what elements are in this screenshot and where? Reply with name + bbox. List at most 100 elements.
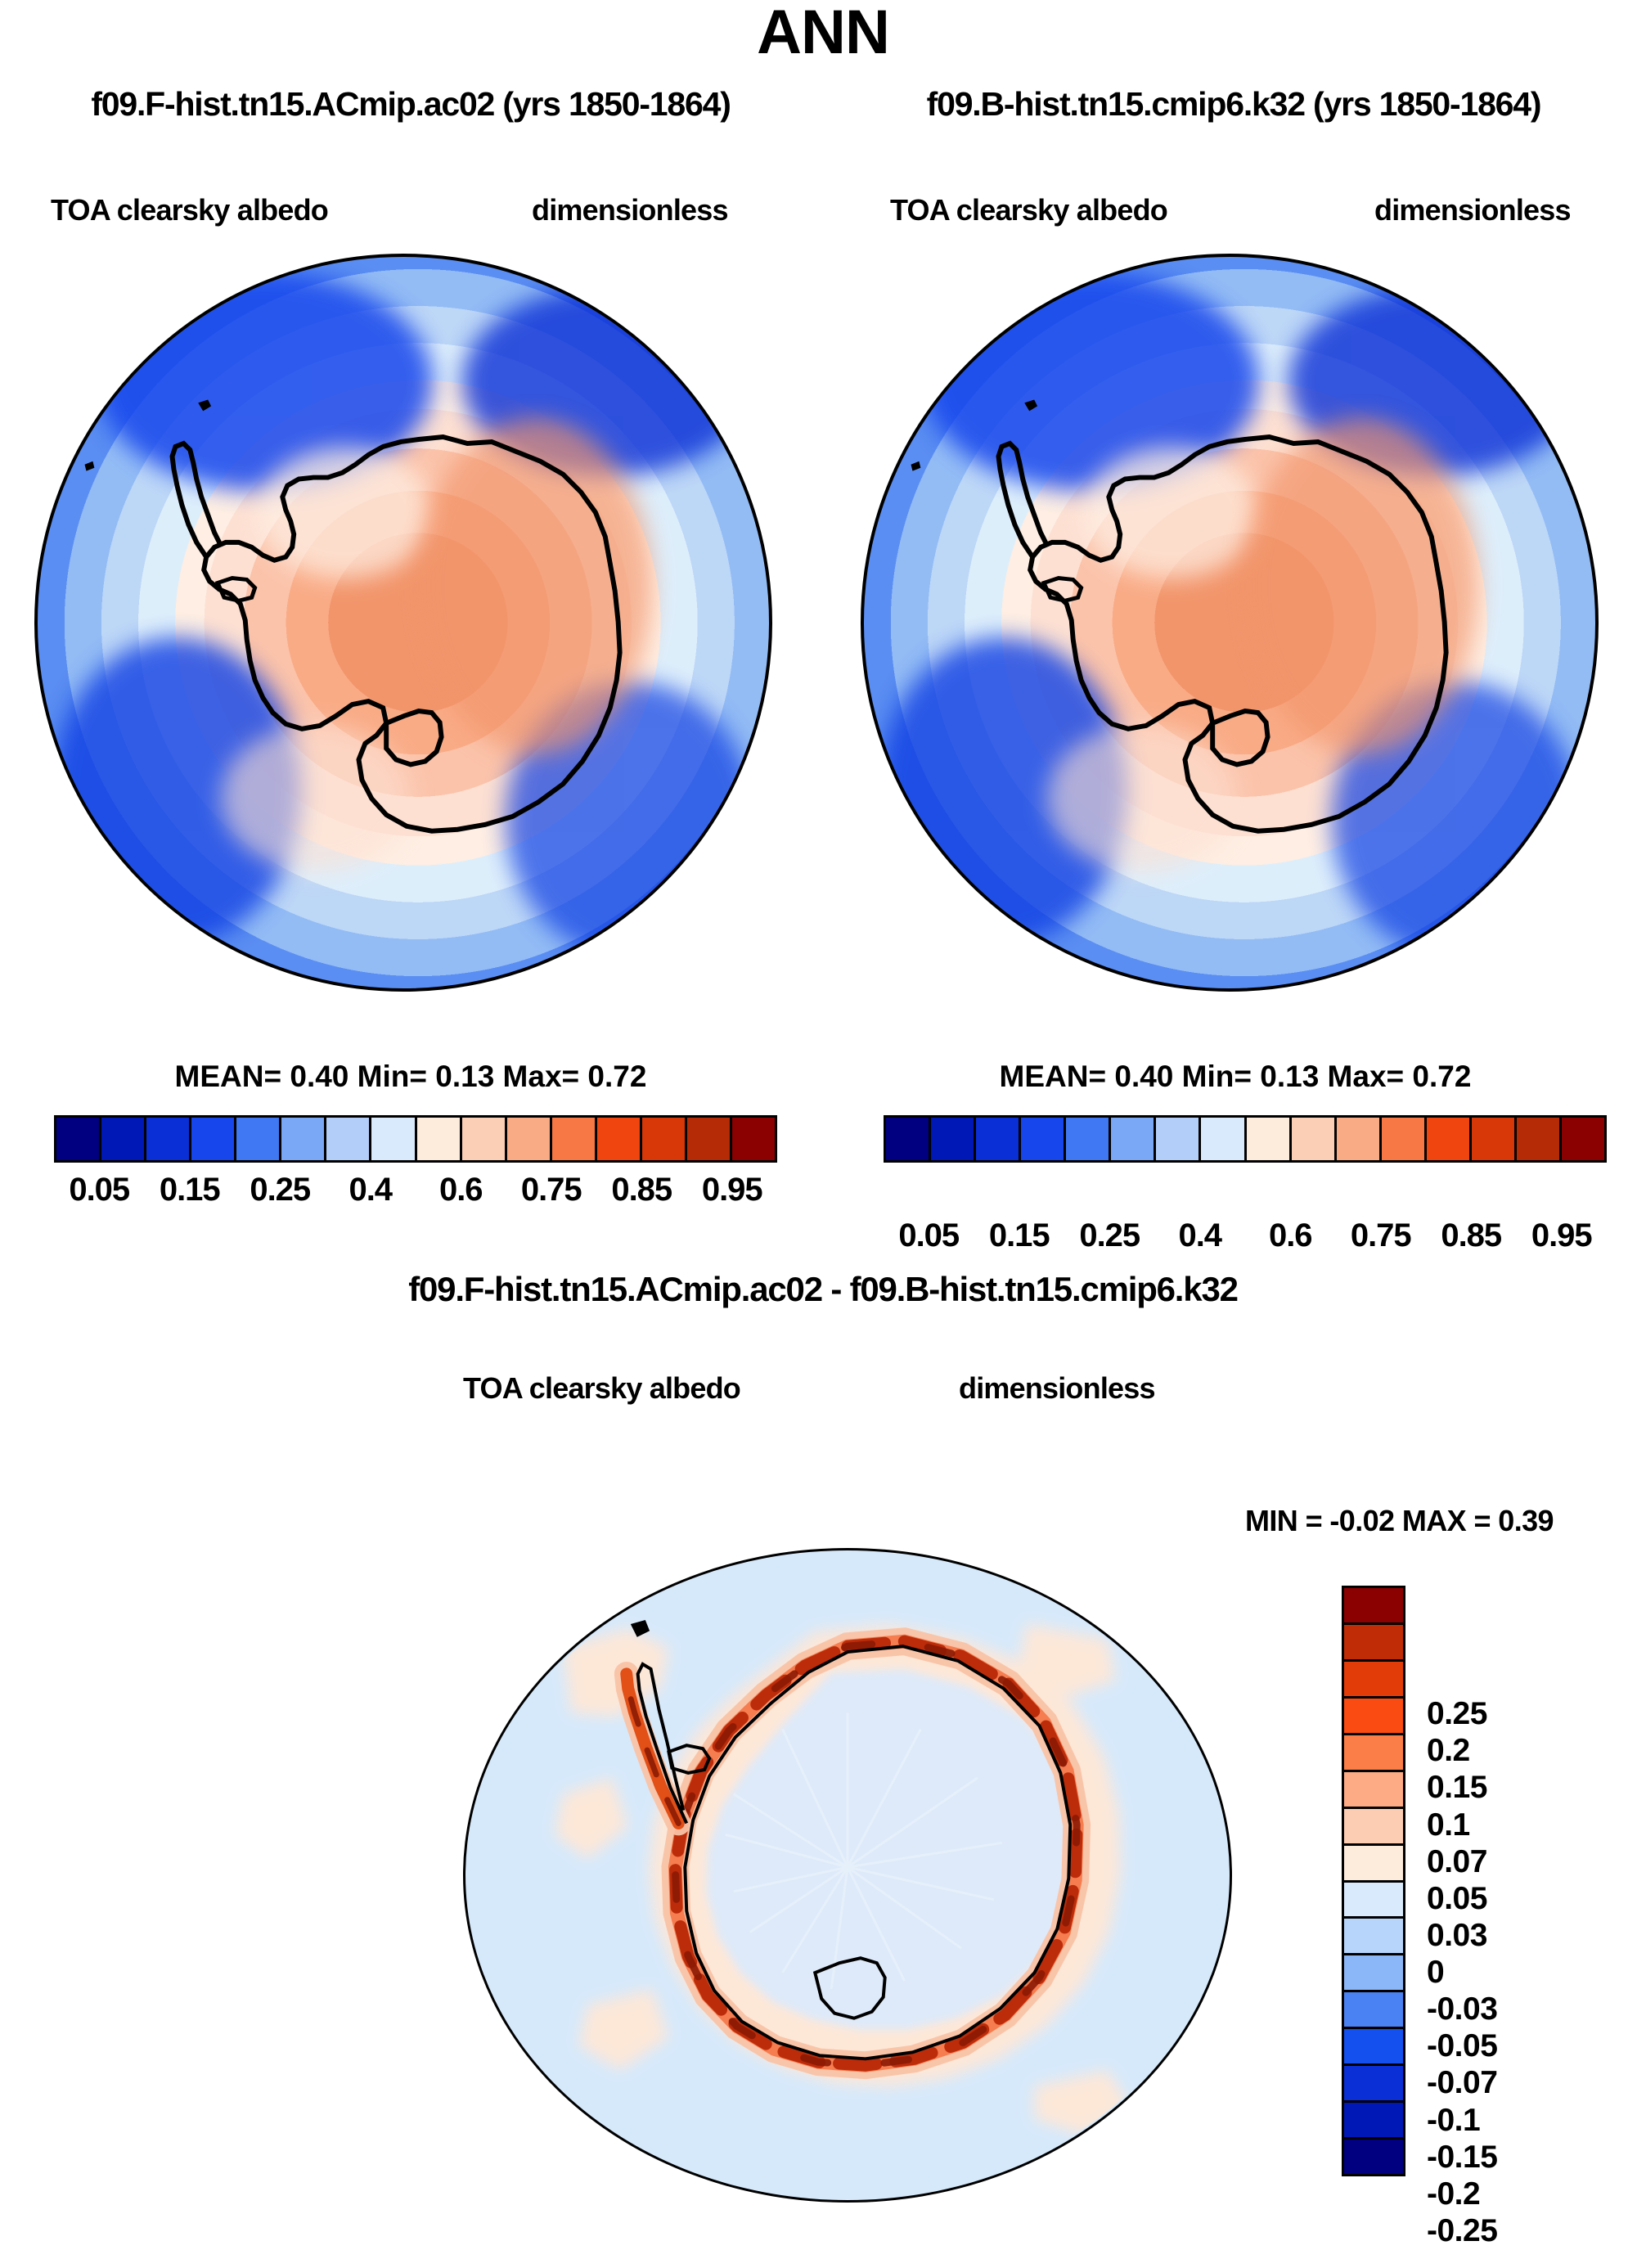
difference-colorbar-cell — [1344, 1624, 1403, 1662]
colorbar-tick-label: 0.4 — [349, 1172, 393, 1208]
difference-colorbar-cell — [1344, 1698, 1403, 1735]
difference-colorbar-tick-label: 0.25 — [1427, 1696, 1487, 1732]
colorbar-tick-label: 0.6 — [438, 1172, 483, 1208]
colorbar-cell — [416, 1118, 462, 1160]
colorbar-cell — [931, 1118, 977, 1160]
colorbar-tick-label: 0.6 — [1268, 1217, 1313, 1253]
panel-right-units-label: dimensionless — [1374, 193, 1571, 227]
difference-colorbar — [1342, 1586, 1405, 2176]
colorbar-cell — [551, 1118, 597, 1160]
coastline-overlay — [84, 399, 623, 834]
colorbar-cell — [976, 1118, 1022, 1160]
colorbar-right — [884, 1115, 1607, 1163]
difference-colorbar-tick-label: -0.1 — [1427, 2102, 1481, 2138]
colorbar-cell — [281, 1118, 327, 1160]
colorbar-tick-label: 0.15 — [988, 1217, 1050, 1253]
colorbar-tick-label: 0.95 — [1531, 1217, 1593, 1253]
difference-colorbar-cell — [1344, 1919, 1403, 1956]
interior-pale-blue — [706, 1668, 1079, 2030]
colorbar-cell — [886, 1118, 932, 1160]
difference-colorbar-tick-label: 0.1 — [1427, 1807, 1470, 1843]
difference-colorbar-tick-label: -0.07 — [1427, 2065, 1498, 2101]
difference-colorbar-tick-label: -0.25 — [1427, 2212, 1498, 2248]
polar-map-left — [34, 254, 772, 992]
difference-colorbar-cell — [1344, 1735, 1403, 1772]
difference-colorbar-cell — [1344, 1882, 1403, 1919]
panel-right-stats: MEAN= 0.40 Min= 0.13 Max= 0.72 — [999, 1060, 1472, 1093]
colorbar-left-ticks: 0.05 0.15 0.25 0.4 0.6 0.75 0.85 0.95 — [54, 1172, 777, 1217]
difference-colorbar-cell — [1344, 1808, 1403, 1846]
difference-colorbar-cell — [1344, 1955, 1403, 1993]
difference-colorbar-cell — [1344, 1588, 1403, 1625]
colorbar-cell — [56, 1118, 102, 1160]
colorbar-cell — [236, 1118, 282, 1160]
panel-left-stats: MEAN= 0.40 Min= 0.13 Max= 0.72 — [174, 1060, 647, 1093]
difference-colorbar-tick-label: -0.15 — [1427, 2139, 1498, 2175]
page-title: ANN — [757, 0, 890, 67]
difference-colorbar-cell — [1344, 2066, 1403, 2104]
colorbar-cell — [686, 1118, 732, 1160]
panel-left-units-label: dimensionless — [532, 193, 728, 227]
colorbar-cell — [101, 1118, 147, 1160]
colorbar-cell — [1201, 1118, 1247, 1160]
colorbar-left — [54, 1115, 777, 1163]
difference-colorbar-cell — [1344, 1661, 1403, 1699]
colorbar-cell — [641, 1118, 687, 1160]
colorbar-cell — [1156, 1118, 1202, 1160]
difference-colorbar-tick-label: 0 — [1427, 1955, 1445, 1990]
difference-coastline — [630, 1619, 1073, 2061]
coastal-hotspots-dark — [671, 1637, 1081, 2069]
colorbar-tick-label: 0.4 — [1178, 1217, 1222, 1253]
difference-colorbar-ticks: 0.25 0.2 0.15 0.1 0.07 0.05 0.03 0 -0.03 -0.05 -0.… — [1427, 1677, 1615, 2268]
colorbar-cell — [146, 1118, 192, 1160]
colorbar-cell — [1381, 1118, 1427, 1160]
colorbar-cell — [1111, 1118, 1157, 1160]
colorbar-cell — [191, 1118, 237, 1160]
difference-colorbar-tick-label: 0.03 — [1427, 1917, 1487, 1953]
difference-colorbar-tick-label: -0.03 — [1427, 1991, 1498, 2027]
colorbar-cell — [506, 1118, 552, 1160]
colorbar-cell — [461, 1118, 507, 1160]
colorbar-tick-label: 0.15 — [159, 1172, 221, 1208]
difference-colorbar-tick-label: 0.2 — [1427, 1733, 1470, 1769]
colorbar-cell — [1291, 1118, 1337, 1160]
case-title-left: f09.F-hist.tn15.ACmip.ac02 (yrs 1850-186… — [91, 85, 731, 123]
colorbar-cell — [731, 1118, 775, 1160]
difference-colorbar-cell — [1344, 2140, 1403, 2174]
colorbar-tick-label: 0.85 — [611, 1172, 672, 1208]
colorbar-cell — [1021, 1118, 1067, 1160]
difference-title: f09.F-hist.tn15.ACmip.ac02 - f09.B-hist.… — [408, 1270, 1239, 1308]
panel-right-variable-label: TOA clearsky albedo — [890, 193, 1168, 227]
difference-colorbar-cell — [1344, 1771, 1403, 1809]
colorbar-cell — [1516, 1118, 1562, 1160]
polar-map-right — [861, 254, 1599, 992]
colorbar-tick-label: 0.85 — [1441, 1217, 1502, 1253]
case-title-right: f09.B-hist.tn15.cmip6.k32 (yrs 1850-1864… — [926, 85, 1542, 123]
polar-map-difference — [463, 1548, 1232, 2203]
contour-blob — [1046, 725, 1237, 871]
difference-colorbar-tick-label: 0.05 — [1427, 1880, 1487, 1916]
difference-colorbar-tick-label: 0.07 — [1427, 1843, 1487, 1879]
difference-colorbar-tick-label: -0.2 — [1427, 2176, 1481, 2212]
colorbar-cell — [1561, 1118, 1604, 1160]
colorbar-tick-label: 0.05 — [69, 1172, 130, 1208]
colorbar-cell — [1246, 1118, 1292, 1160]
difference-units-label: dimensionless — [959, 1371, 1155, 1405]
colorbar-tick-label: 0.25 — [1079, 1217, 1140, 1253]
difference-colorbar-tick-label: 0.15 — [1427, 1770, 1487, 1806]
difference-colorbar-cell — [1344, 1992, 1403, 2030]
colorbar-right-ticks: 0.05 0.15 0.25 0.4 0.6 0.75 0.85 0.95 — [884, 1217, 1607, 1263]
panel-left-variable-label: TOA clearsky albedo — [51, 193, 329, 227]
colorbar-cell — [1426, 1118, 1472, 1160]
colorbar-cell — [1066, 1118, 1112, 1160]
difference-colorbar-tick-label: -0.05 — [1427, 2028, 1498, 2064]
colorbar-cell — [326, 1118, 372, 1160]
difference-colorbar-cell — [1344, 2103, 1403, 2140]
colorbar-tick-label: 0.05 — [898, 1217, 960, 1253]
coastline-overlay — [911, 399, 1449, 834]
colorbar-tick-label: 0.75 — [1350, 1217, 1412, 1253]
difference-field-overlay — [555, 1619, 1132, 2135]
difference-colorbar-cell — [1344, 1845, 1403, 1883]
pole-streaks — [725, 1712, 1003, 1990]
colorbar-tick-label: 0.95 — [701, 1172, 763, 1208]
